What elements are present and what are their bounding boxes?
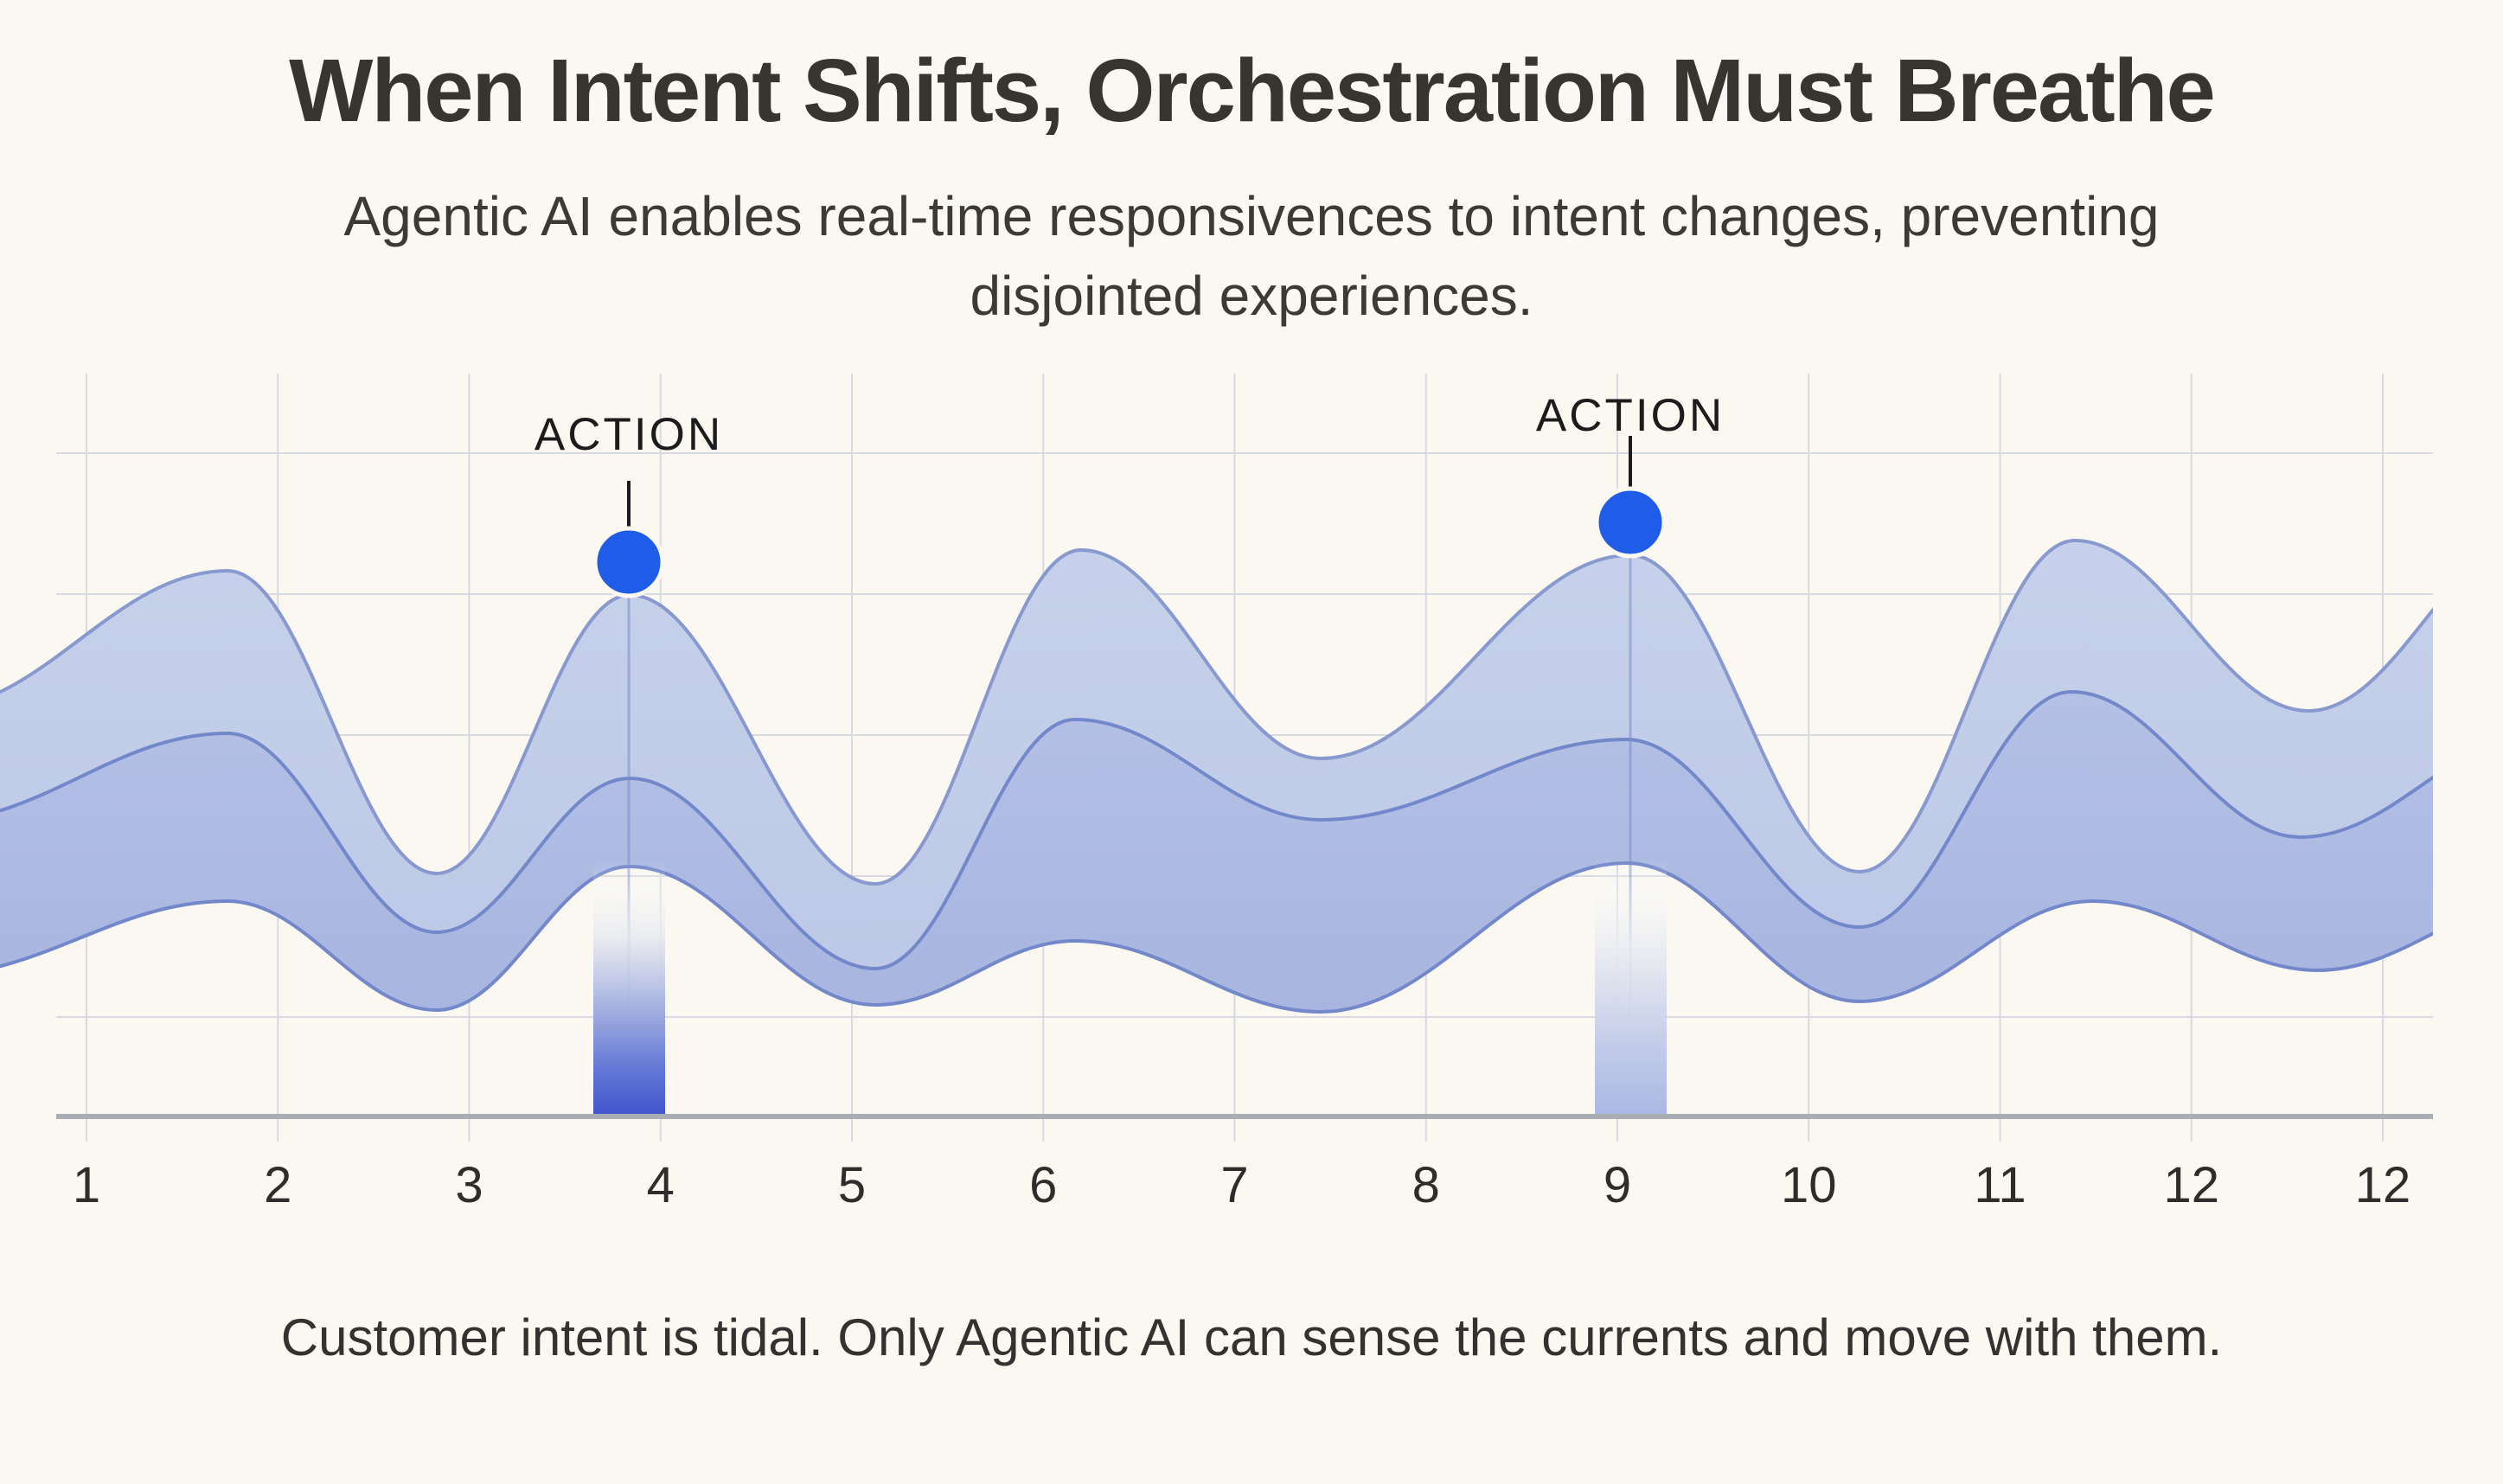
action-dot [592,526,665,598]
page-subtitle: Agentic AI enables real-time responsiven… [0,176,2503,336]
action-impact-bar [1595,860,1667,1116]
subtitle-line-2: disjointed experiences. [970,265,1533,327]
action-label: ACTION [1536,390,1725,441]
x-tick-label: 8 [1412,1157,1440,1213]
x-tick-label: 12 [2355,1157,2411,1213]
action-dot [1594,486,1667,559]
x-tick-label: 1 [73,1157,100,1213]
x-tick-label: 6 [1029,1157,1057,1213]
x-tick-label: 4 [647,1157,675,1213]
chart-caption: Customer intent is tidal. Only Agentic A… [280,1308,2223,1366]
wave-ribbon-inner [0,692,2433,1012]
wave-outer-top-edge [0,538,2433,886]
x-tick-label: 7 [1220,1157,1248,1213]
wave-inner-bottom-edge [0,860,2433,1014]
subtitle-line-1: Agentic AI enables real-time responsiven… [343,185,2160,247]
wave-inner-top-edge [0,689,2433,971]
action-label: ACTION [535,409,723,460]
wave-ribbon-outer [0,541,2433,1001]
x-tick-label: 10 [1781,1157,1837,1213]
x-tick-label: 9 [1604,1157,1631,1213]
x-tick-label: 11 [1974,1157,2026,1213]
x-tick-label: 12 [2163,1157,2219,1213]
action-impact-bar [593,861,665,1116]
x-tick-label: 3 [455,1157,483,1213]
page-title: When Intent Shifts, Orchestration Must B… [289,41,2216,140]
tide-waves [0,538,2433,1014]
x-tick-label: 5 [838,1157,866,1213]
x-tick-label: 2 [264,1157,291,1213]
